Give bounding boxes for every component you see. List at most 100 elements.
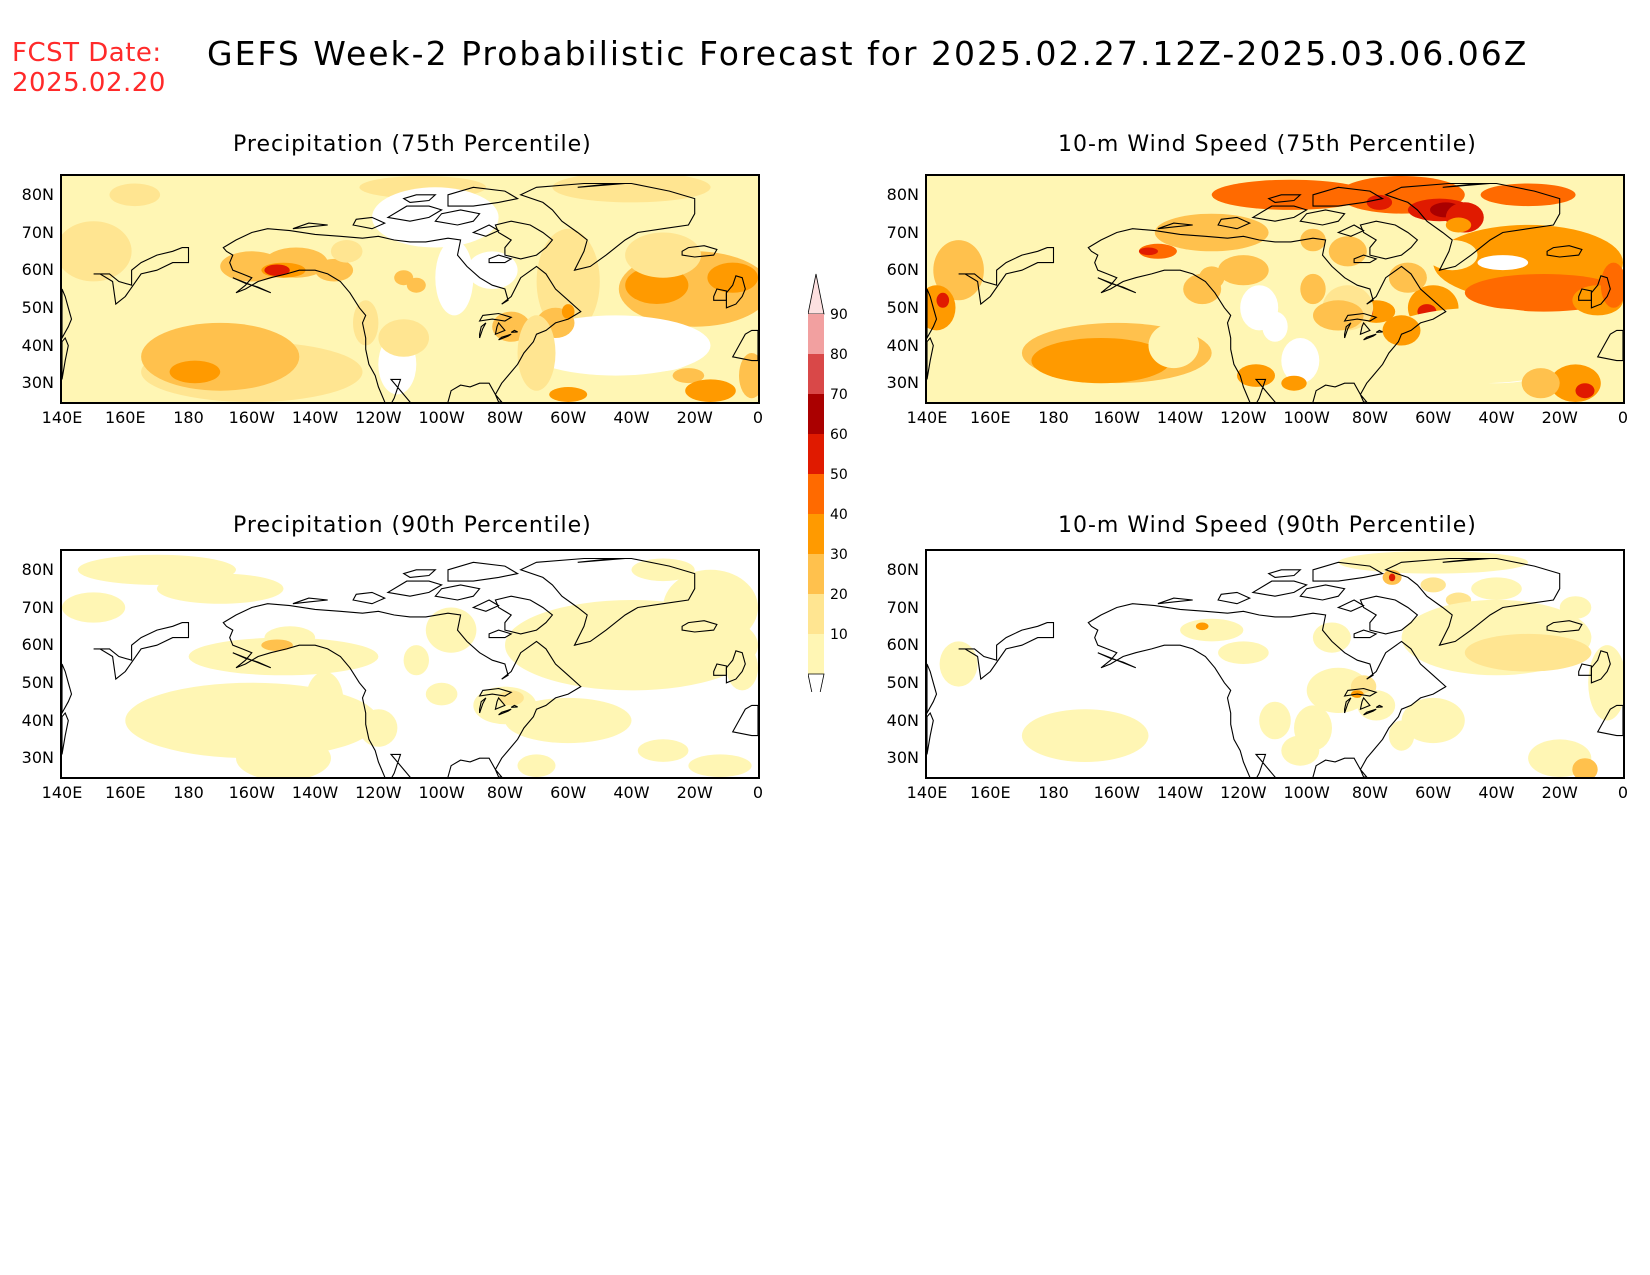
lon-tick-label: 80W xyxy=(1351,783,1388,802)
lat-tick-label: 40N xyxy=(886,335,919,355)
coastline xyxy=(386,580,443,597)
shaded-region xyxy=(435,240,474,316)
coastline xyxy=(447,186,520,207)
coastline xyxy=(232,277,272,294)
lat-tick-label: 80N xyxy=(886,559,919,579)
lat-tick-label: 50N xyxy=(886,297,919,317)
coastline xyxy=(62,336,69,380)
coastline xyxy=(927,663,938,715)
fcst-date-label: FCST Date: 2025.02.20 xyxy=(12,38,166,98)
shaded-region xyxy=(62,221,132,282)
lat-tick-label: 70N xyxy=(886,597,919,617)
coastline xyxy=(1578,288,1592,301)
lon-tick-label: 20W xyxy=(1541,408,1578,427)
colorbar-bottom-extension xyxy=(807,673,825,713)
lon-tick-label: 160E xyxy=(969,408,1011,427)
lon-tick-label: 20W xyxy=(1541,783,1578,802)
shaded-region xyxy=(1148,322,1200,369)
coastline xyxy=(1546,245,1583,258)
lon-tick-label: 0 xyxy=(1617,408,1629,427)
lon-tick-label: 180 xyxy=(173,783,204,802)
coastline xyxy=(479,322,487,339)
shaded-region xyxy=(1294,705,1332,751)
shaded-region xyxy=(1218,255,1269,286)
coastline xyxy=(1578,663,1592,676)
lon-tick-label: 0 xyxy=(752,783,764,802)
lon-tick-label: 140E xyxy=(41,408,83,427)
colorbar-swatch xyxy=(808,474,824,514)
shaded-region xyxy=(305,671,344,732)
map-wind75 xyxy=(925,174,1625,404)
panel-title-wind90: 10-m Wind Speed (90th Percentile) xyxy=(1058,513,1477,538)
shaded-region xyxy=(726,645,758,691)
coastline xyxy=(434,584,481,601)
coastline xyxy=(1267,194,1302,203)
shaded-region xyxy=(1306,667,1370,713)
coastlines xyxy=(62,182,758,402)
shaded-region xyxy=(1139,247,1158,256)
lon-tick-label: 40W xyxy=(613,783,650,802)
lon-tick-label: 60W xyxy=(1415,783,1452,802)
coastline xyxy=(488,629,513,639)
shaded-region xyxy=(1388,573,1396,582)
shaded-region xyxy=(637,739,689,762)
shaded-region xyxy=(1426,240,1478,271)
coastline xyxy=(1590,275,1611,309)
panel-title-precip90: Precipitation (90th Percentile) xyxy=(233,513,592,538)
coastline xyxy=(731,329,758,362)
lon-tick-label: 20W xyxy=(676,408,713,427)
coastline xyxy=(731,704,758,737)
coastline xyxy=(471,599,500,612)
coastline xyxy=(494,220,554,260)
coastline xyxy=(1596,329,1623,362)
shaded-region xyxy=(1312,622,1351,653)
coastline xyxy=(1336,599,1365,612)
coastline xyxy=(494,321,506,336)
coastline xyxy=(1384,182,1561,272)
coastline xyxy=(1157,597,1193,605)
coastline xyxy=(1097,652,1137,669)
shaded-region xyxy=(1382,315,1421,346)
shaded-region xyxy=(1420,577,1446,593)
shaded-region xyxy=(1281,338,1320,384)
shaded-region xyxy=(1199,266,1225,289)
lat-tick-label: 40N xyxy=(21,710,54,730)
coastline xyxy=(1353,629,1378,639)
coastline xyxy=(1217,216,1252,230)
shaded-region xyxy=(1259,701,1291,740)
lat-tick-label: 80N xyxy=(21,184,54,204)
lon-tick-label: 140W xyxy=(291,408,339,427)
coastline xyxy=(1344,697,1352,714)
coastline xyxy=(1359,220,1419,260)
lon-tick-label: 180 xyxy=(1038,783,1069,802)
coastline xyxy=(93,247,190,306)
coastline xyxy=(1336,224,1365,237)
lon-tick-label: 80W xyxy=(486,408,523,427)
coastline xyxy=(222,228,582,402)
coastline xyxy=(1375,704,1383,708)
colorbar-level-label: 20 xyxy=(830,587,848,603)
shaded-region xyxy=(156,573,284,604)
shaded-region xyxy=(1480,183,1576,207)
shaded-region xyxy=(109,183,161,207)
shaded-region xyxy=(939,641,978,687)
fcst-date: 2025.02.20 xyxy=(12,68,166,98)
shaded-region xyxy=(1572,758,1598,777)
coastline xyxy=(498,708,512,716)
shaded-region xyxy=(739,353,758,399)
map-precip90 xyxy=(60,549,760,779)
shaded-region xyxy=(403,645,429,676)
lon-tick-label: 60W xyxy=(1415,408,1452,427)
shaded-region xyxy=(936,292,950,308)
lat-tick-label: 80N xyxy=(21,559,54,579)
colorbar-level-label: 80 xyxy=(830,347,848,363)
coastline xyxy=(713,663,727,676)
coastline xyxy=(1299,584,1346,601)
coastline xyxy=(510,329,518,333)
shaded-region xyxy=(1313,300,1364,331)
coastline xyxy=(725,650,746,684)
coastline xyxy=(1363,333,1377,341)
coastline xyxy=(478,687,513,697)
lat-tick-label: 30N xyxy=(21,373,54,393)
lon-tick-label: 140E xyxy=(41,783,83,802)
